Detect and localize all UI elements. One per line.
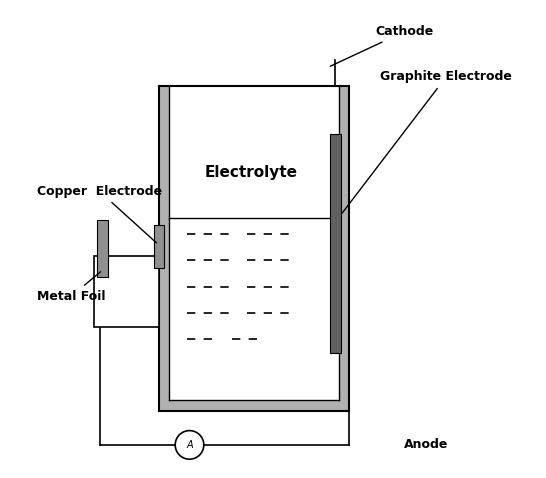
Circle shape [175, 431, 204, 459]
Text: Cathode: Cathode [330, 25, 434, 66]
Bar [158, 87, 349, 411]
Text: Anode: Anode [404, 438, 448, 451]
Bar [330, 134, 341, 353]
Text: Metal Foil: Metal Foil [37, 272, 105, 303]
Text: Electrolyte: Electrolyte [205, 165, 298, 180]
Bar [94, 256, 158, 327]
Bar [97, 220, 109, 277]
Bar [169, 87, 339, 400]
Text: Graphite Electrode: Graphite Electrode [342, 70, 512, 213]
Bar [154, 225, 164, 268]
Text: Copper  Electrode: Copper Electrode [37, 185, 162, 243]
Text: A: A [186, 440, 193, 450]
